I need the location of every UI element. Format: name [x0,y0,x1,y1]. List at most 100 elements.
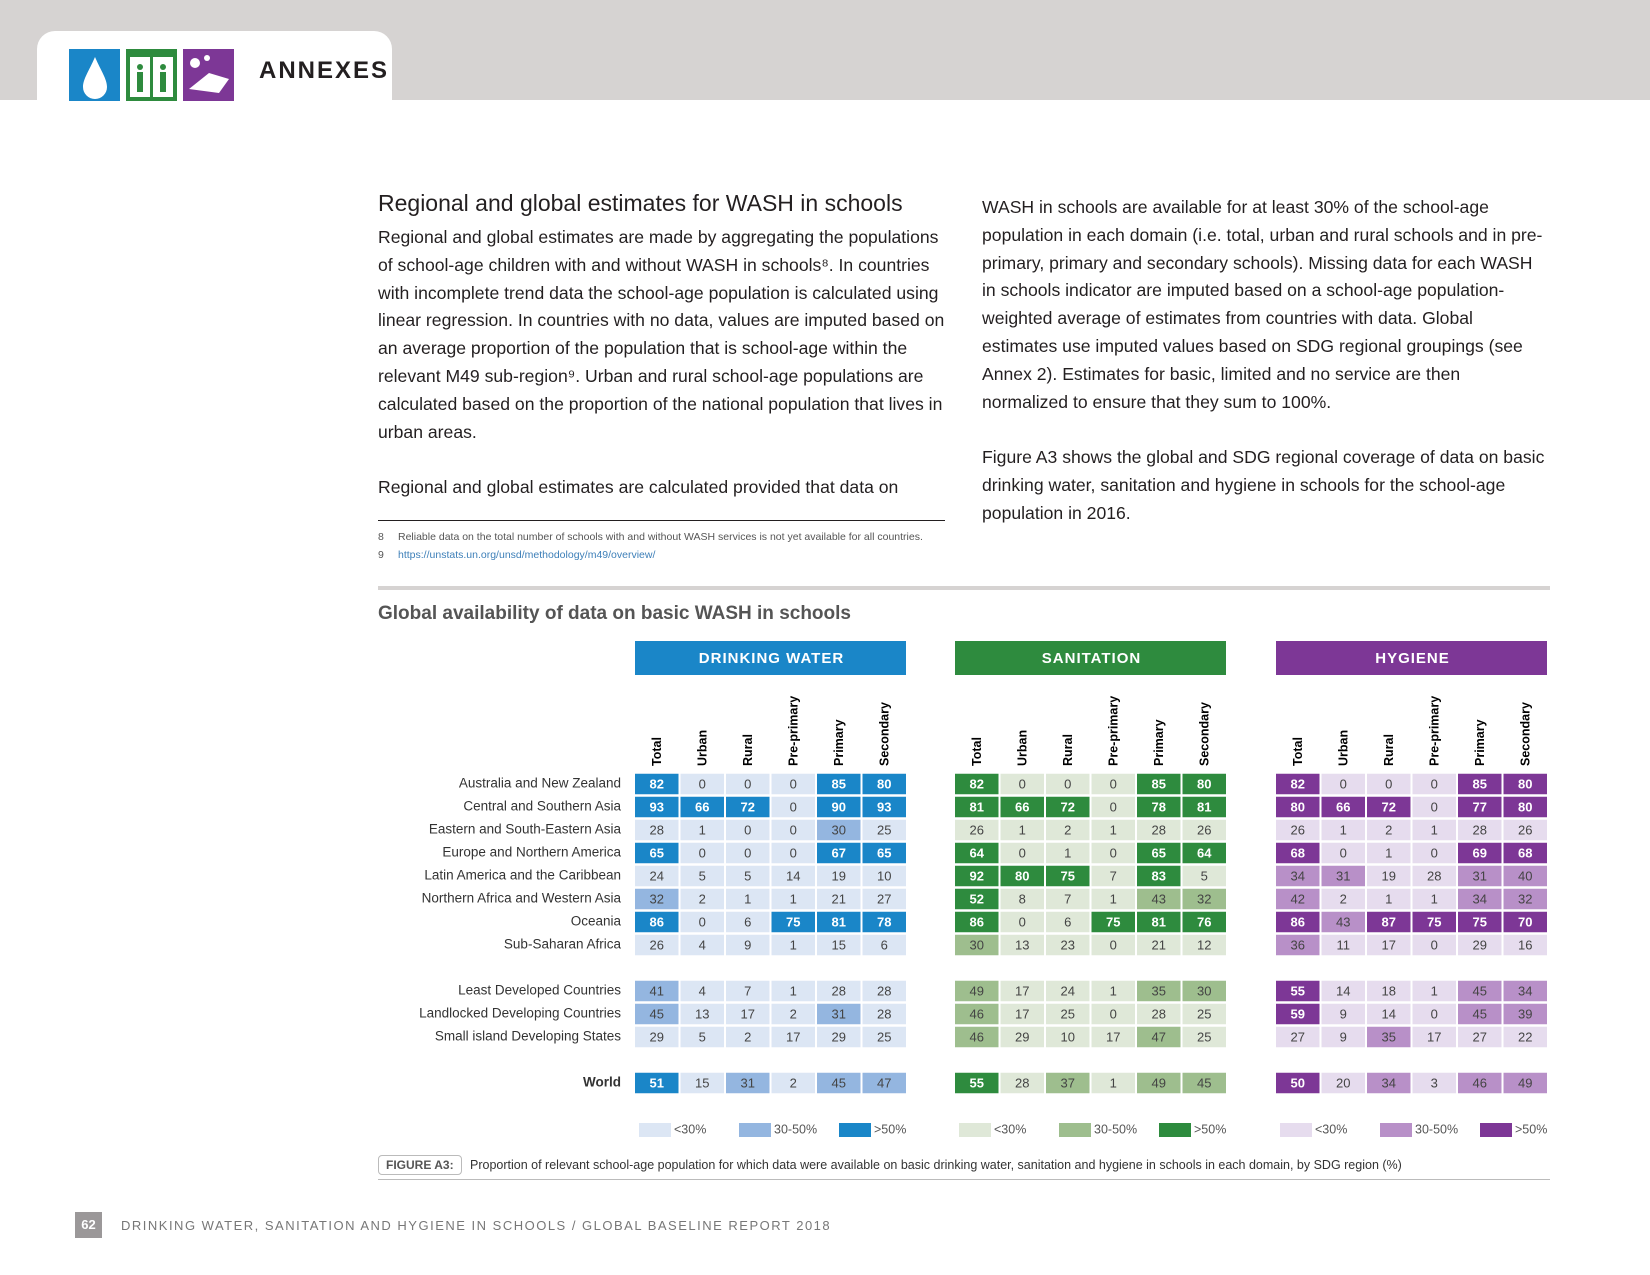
cell-value: 1 [1110,1075,1117,1090]
cell-value: 0 [1019,845,1026,860]
cell [771,934,815,956]
cell [680,1072,724,1094]
cell [771,980,815,1002]
cell [1091,773,1135,795]
cell [862,934,906,956]
cell [726,842,770,864]
cell-value: 25 [877,822,891,837]
cell [1182,934,1226,956]
cell [771,911,815,933]
cell [1091,865,1135,887]
cell-value: 69 [1473,845,1487,860]
column-header: Primary [1473,719,1487,766]
cell-value: 7 [1110,868,1117,883]
cell [1137,1003,1181,1025]
cell-value: 9 [1340,1029,1347,1044]
cell-value: 47 [877,1075,891,1090]
cell-value: 80 [1291,799,1305,814]
cell-value: 0 [1431,799,1438,814]
cell [1458,980,1502,1002]
cell [1458,1003,1502,1025]
cell [1091,934,1135,956]
cell [635,819,679,841]
cell-value: 30 [832,822,846,837]
cell-value: 0 [1340,845,1347,860]
cell-value: 70 [1518,914,1532,929]
cell [1000,888,1044,910]
cell [1367,980,1411,1002]
cell [1367,888,1411,910]
page-number: 62 [75,1212,102,1238]
legend-label: 30-50% [1094,1122,1137,1136]
cell-value: 30 [1197,983,1211,998]
cell [1458,934,1502,956]
cell-value: 68 [1518,845,1532,860]
cell [1046,773,1090,795]
cell [1182,888,1226,910]
cell-value: 2 [1385,822,1392,837]
cell-value: 40 [1518,868,1532,883]
cell [1276,1026,1320,1048]
cell [635,1026,679,1048]
cell-value: 55 [970,1075,984,1090]
legend-swatch [959,1123,991,1137]
cell [817,934,861,956]
row-label: Eastern and South-Eastern Asia [429,822,622,837]
cell [1276,865,1320,887]
cell-value: 15 [832,937,846,952]
cell [1367,773,1411,795]
cell-value: 12 [1197,937,1211,952]
cell-value: 27 [1473,1029,1487,1044]
cell-value: 34 [1518,983,1532,998]
indicator-header [635,641,906,675]
cell-value: 80 [1015,868,1029,883]
cell-value: 85 [1473,776,1487,791]
cell [1412,773,1456,795]
cell-value: 28 [877,1006,891,1021]
cell [1412,865,1456,887]
cell [1000,980,1044,1002]
cell [1000,1003,1044,1025]
cell-value: 0 [1110,799,1117,814]
cell [1182,819,1226,841]
cell-value: 45 [1473,1006,1487,1021]
cell-value: 28 [1152,822,1166,837]
footnotes: 8 Reliable data on the total number of sc… [378,528,923,564]
cell [726,1003,770,1025]
cell [635,865,679,887]
cell [1503,980,1547,1002]
cell-value: 1 [1064,845,1071,860]
indicator-header [1276,641,1547,675]
cell [955,819,999,841]
header-tab: ANNEXES [37,31,392,101]
column-header: Pre-primary [1428,696,1442,766]
cell-value: 1 [1431,822,1438,837]
cell-value: 75 [1473,914,1487,929]
cell [680,888,724,910]
hand [189,73,229,93]
cell [862,773,906,795]
footnote-number: 8 [378,531,384,543]
cell [1503,934,1547,956]
cell-value: 32 [1197,891,1211,906]
cell [1458,842,1502,864]
cell-value: 34 [1291,868,1305,883]
cell [862,980,906,1002]
cell [1458,796,1502,818]
cell [1412,888,1456,910]
column-header: Primary [1152,719,1166,766]
column-header: Urban [696,730,710,766]
legend-label: 30-50% [774,1122,817,1136]
cell-value: 19 [1382,868,1396,883]
cell [726,1072,770,1094]
cell [1458,911,1502,933]
row-label: Sub-Saharan Africa [504,937,622,952]
cell-value: 1 [1340,822,1347,837]
cell-value: 32 [1518,891,1532,906]
cell [862,1026,906,1048]
indicator-name: DRINKING WATER [699,650,844,667]
cell [1367,934,1411,956]
cell-value: 1 [1431,983,1438,998]
cell [1137,980,1181,1002]
cell [1321,934,1365,956]
